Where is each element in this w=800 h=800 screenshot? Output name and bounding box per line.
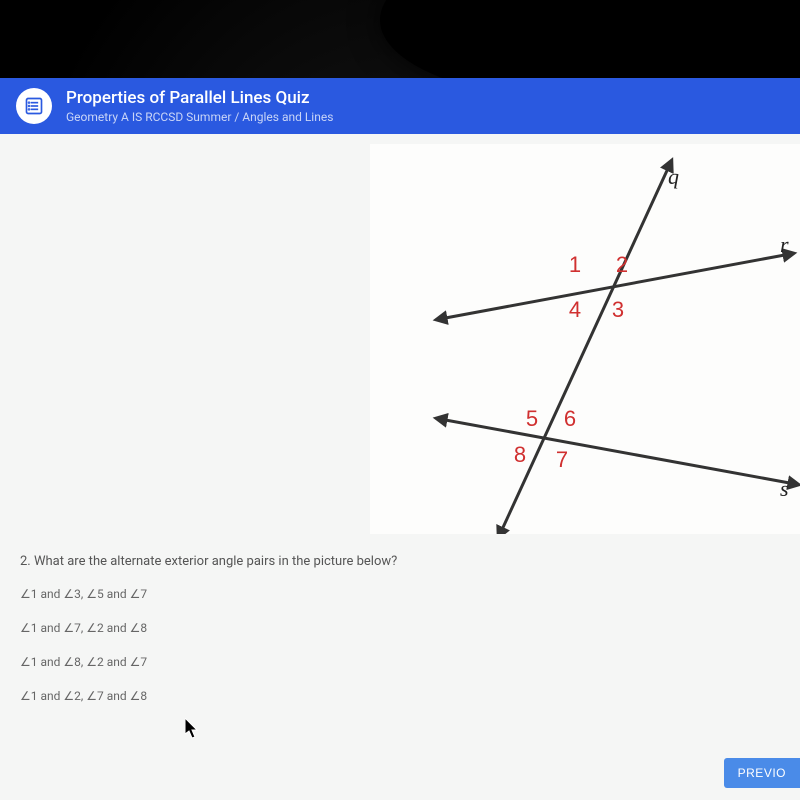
- screen-area: Properties of Parallel Lines Quiz Geomet…: [0, 78, 800, 800]
- header-text-block: Properties of Parallel Lines Quiz Geomet…: [66, 88, 333, 124]
- answer-option-2[interactable]: ∠1 and ∠7, ∠2 and ∠8: [20, 621, 780, 635]
- quiz-breadcrumb: Geometry A IS RCCSD Summer / Angles and …: [66, 110, 333, 124]
- svg-text:7: 7: [556, 447, 568, 472]
- question-number: 2.: [20, 554, 31, 569]
- svg-text:q: q: [668, 164, 679, 189]
- quiz-list-icon[interactable]: [16, 88, 52, 124]
- svg-text:1: 1: [569, 252, 581, 277]
- svg-text:s: s: [780, 476, 789, 501]
- svg-text:r: r: [780, 232, 789, 257]
- question-block: 2. What are the alternate exterior angle…: [20, 554, 780, 723]
- svg-text:2: 2: [616, 252, 628, 277]
- svg-text:3: 3: [612, 297, 624, 322]
- answer-option-1[interactable]: ∠1 and ∠3, ∠5 and ∠7: [20, 587, 780, 601]
- svg-text:5: 5: [526, 406, 538, 431]
- answer-option-3[interactable]: ∠1 and ∠8, ∠2 and ∠7: [20, 655, 780, 669]
- answer-option-4[interactable]: ∠1 and ∠2, ∠7 and ∠8: [20, 689, 780, 703]
- svg-text:8: 8: [514, 442, 526, 467]
- previous-button[interactable]: PREVIO: [724, 758, 800, 788]
- question-prompt: What are the alternate exterior angle pa…: [34, 554, 397, 569]
- monitor-bezel: Properties of Parallel Lines Quiz Geomet…: [0, 0, 800, 800]
- svg-text:6: 6: [564, 406, 576, 431]
- angle-diagram: 1 2 3 4 5 6 7 8 q r s: [370, 144, 800, 534]
- content-area: 1 2 3 4 5 6 7 8 q r s 2. What are the alternate ex…: [0, 134, 800, 800]
- quiz-title: Properties of Parallel Lines Quiz: [66, 88, 333, 108]
- svg-text:4: 4: [569, 297, 581, 322]
- question-text: 2. What are the alternate exterior angle…: [20, 554, 780, 569]
- quiz-header: Properties of Parallel Lines Quiz Geomet…: [0, 78, 800, 134]
